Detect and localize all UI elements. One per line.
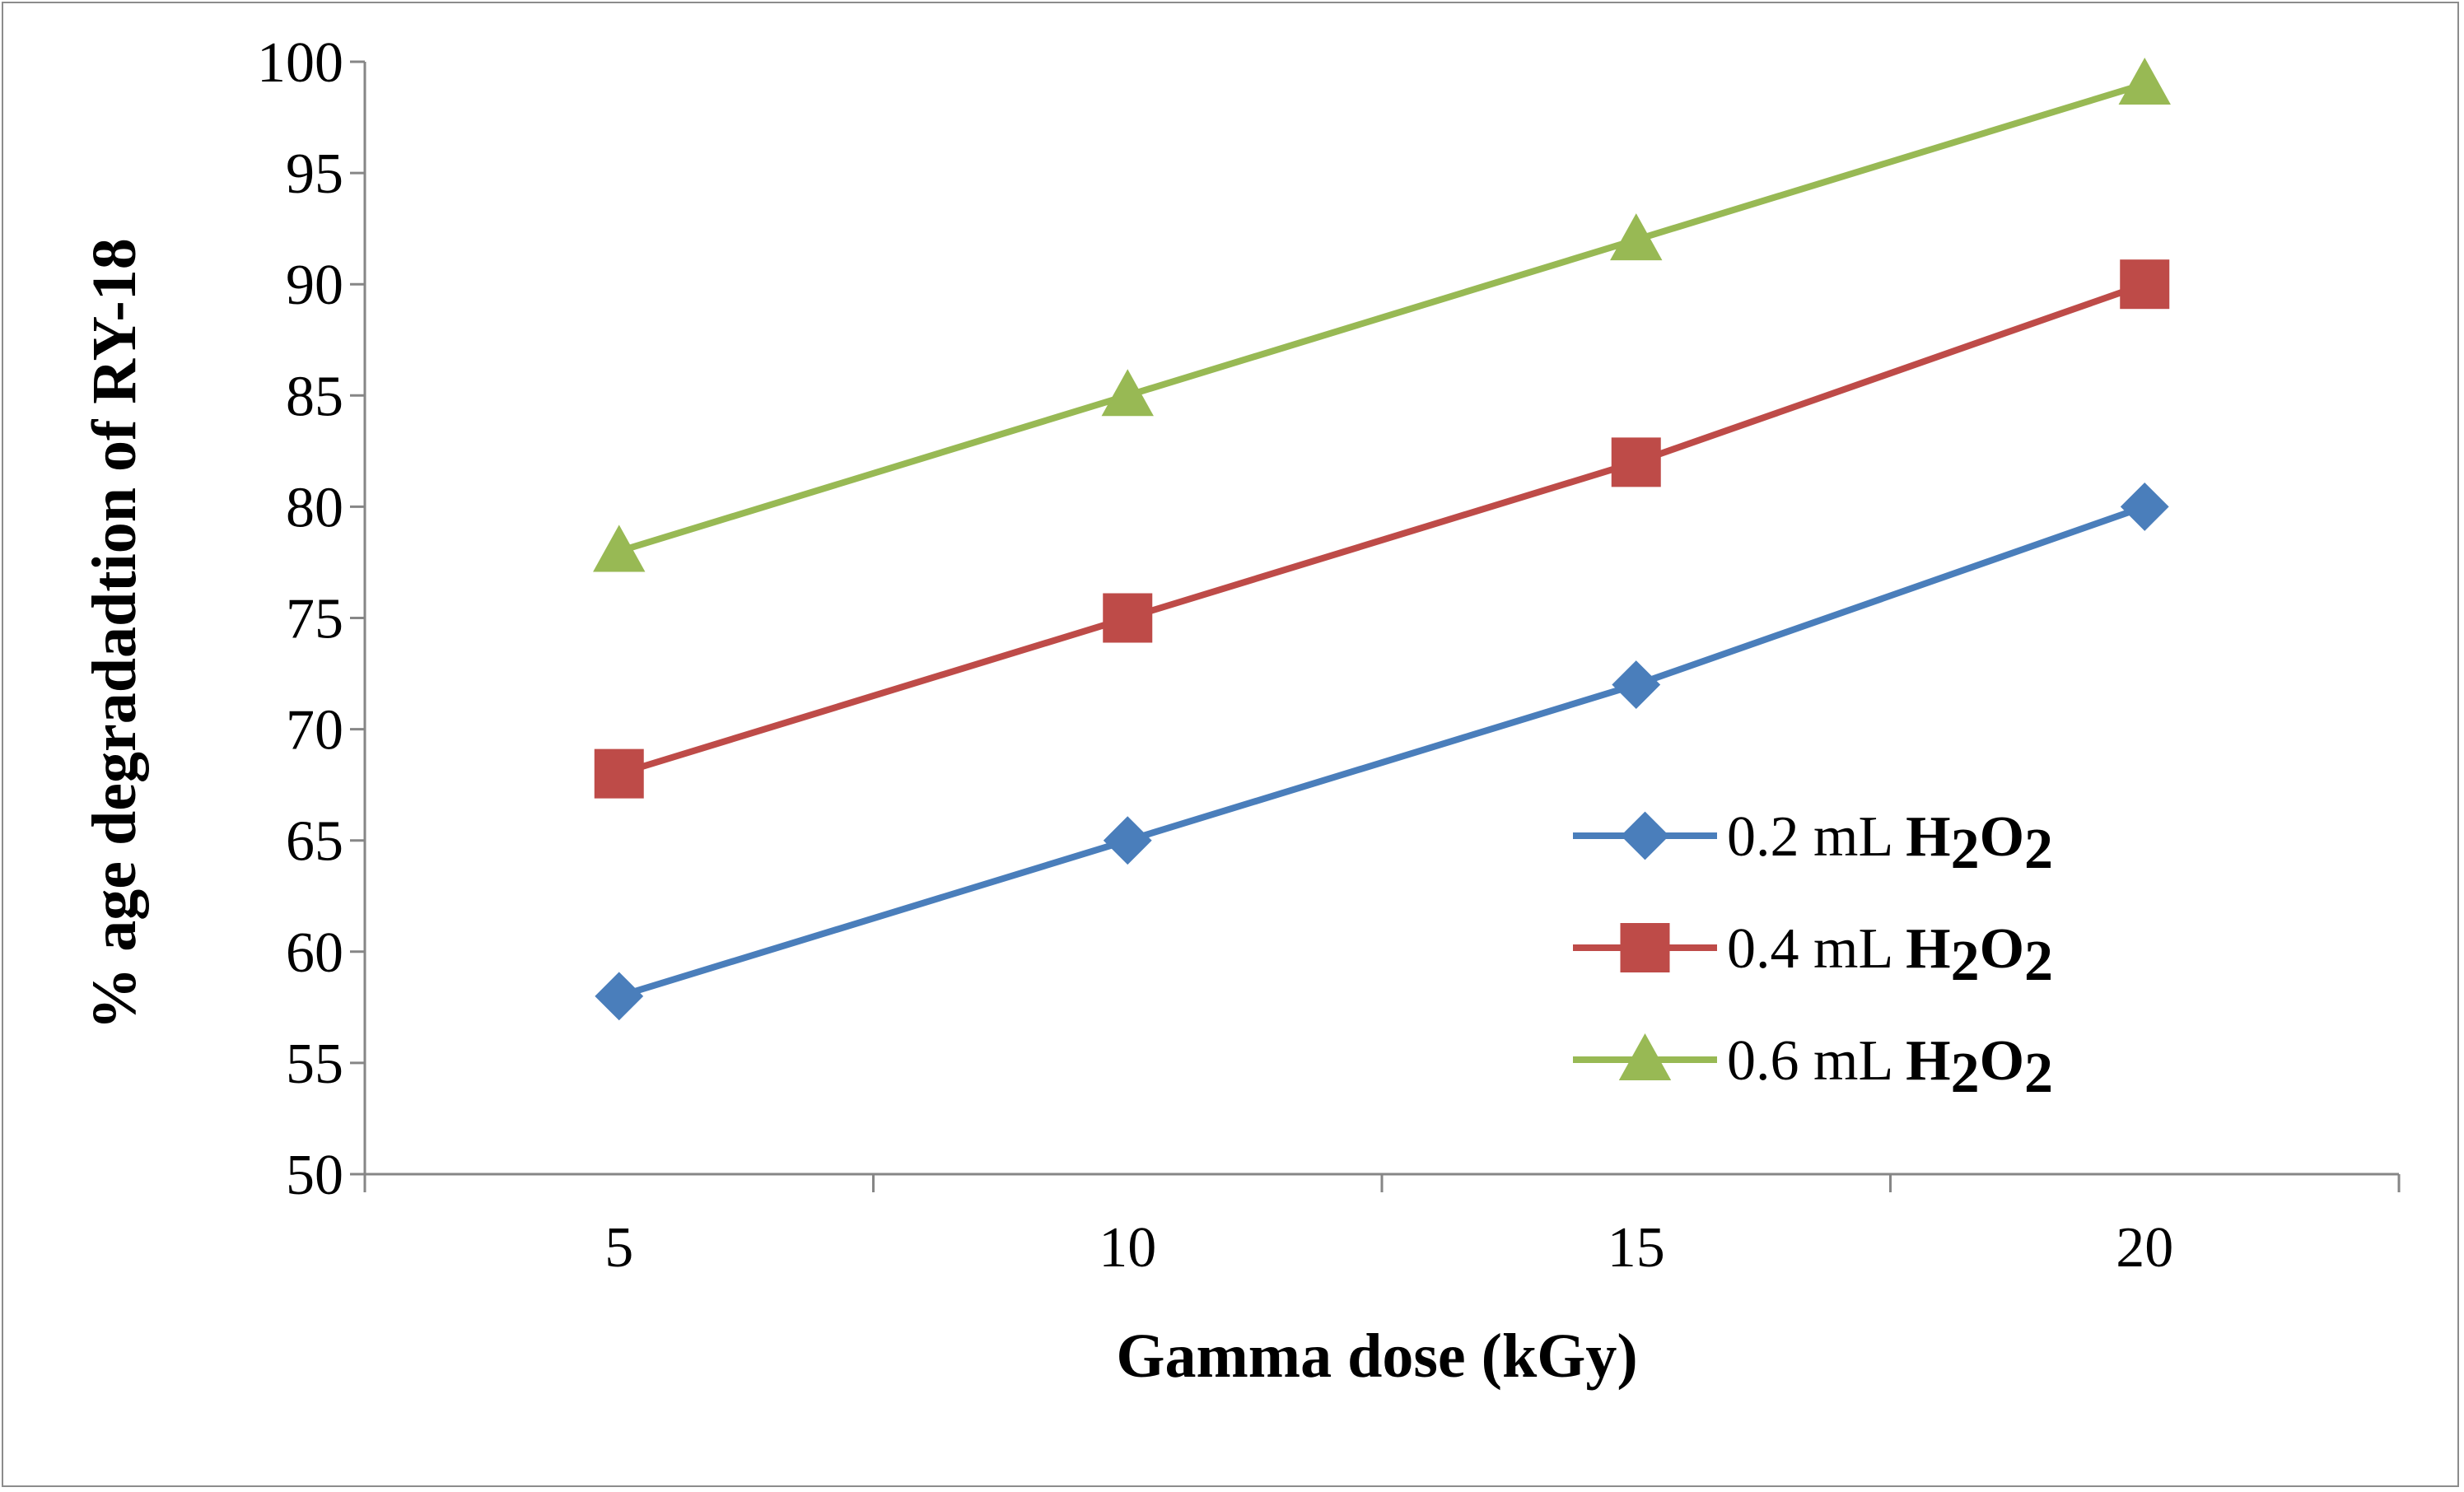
data-point-series-2 <box>594 748 644 799</box>
x-axis: 5 10 15 20 <box>363 1173 2401 1280</box>
y-tick-label: 90 <box>286 254 343 317</box>
series-layer <box>593 57 2171 1021</box>
series-line-2 <box>618 281 2146 777</box>
legend-marker-2 <box>1620 923 1670 972</box>
x-tick-label: 15 <box>1608 1216 1665 1280</box>
y-tick-label: 100 <box>257 31 343 95</box>
y-tick-label: 75 <box>286 588 343 651</box>
y-tick-label: 85 <box>286 365 343 428</box>
legend-label-3: 0.6 mL H2O2 <box>1727 1029 2053 1105</box>
x-tick-label: 10 <box>1099 1216 1156 1280</box>
y-axis: 50 55 60 65 70 75 80 85 90 95 100 <box>257 31 366 1207</box>
legend-marker-1 <box>1621 811 1669 860</box>
x-tick-label: 20 <box>2116 1216 2173 1280</box>
data-point-series-1 <box>595 972 644 1021</box>
series-line-3 <box>618 81 2146 555</box>
y-tick-label: 55 <box>286 1033 343 1096</box>
data-point-series-3 <box>1610 213 1663 261</box>
legend-label-1: 0.2 mL H2O2 <box>1727 805 2053 881</box>
x-axis-title: Gamma dose (kGy) <box>1116 1322 1637 1391</box>
y-tick-label: 80 <box>286 476 343 539</box>
y-tick-label: 95 <box>286 142 343 206</box>
data-point-series-3 <box>1101 369 1154 417</box>
x-tick-label: 5 <box>604 1216 633 1280</box>
data-point-series-1 <box>1103 816 1152 865</box>
legend-marker-3 <box>1618 1033 1672 1080</box>
data-point-series-2 <box>2120 259 2170 310</box>
data-point-series-3 <box>593 525 646 572</box>
y-axis-title: % age degradadtion of RY-18 <box>80 238 149 1029</box>
data-point-series-2 <box>1611 437 1661 487</box>
y-tick-label: 65 <box>286 810 343 874</box>
y-tick-label: 70 <box>286 699 343 762</box>
data-point-series-3 <box>2118 57 2171 105</box>
data-point-series-1 <box>2120 482 2169 531</box>
series-line-1 <box>618 503 2146 1000</box>
legend-label-2: 0.4 mL H2O2 <box>1727 917 2053 993</box>
y-tick-label: 60 <box>286 921 343 985</box>
legend: 0.2 mL H2O2 0.4 mL H2O2 0.6 mL H2O2 <box>1573 805 2053 1105</box>
data-point-series-2 <box>1103 593 1153 643</box>
data-point-series-1 <box>1612 660 1661 709</box>
y-tick-label: 50 <box>286 1144 343 1207</box>
